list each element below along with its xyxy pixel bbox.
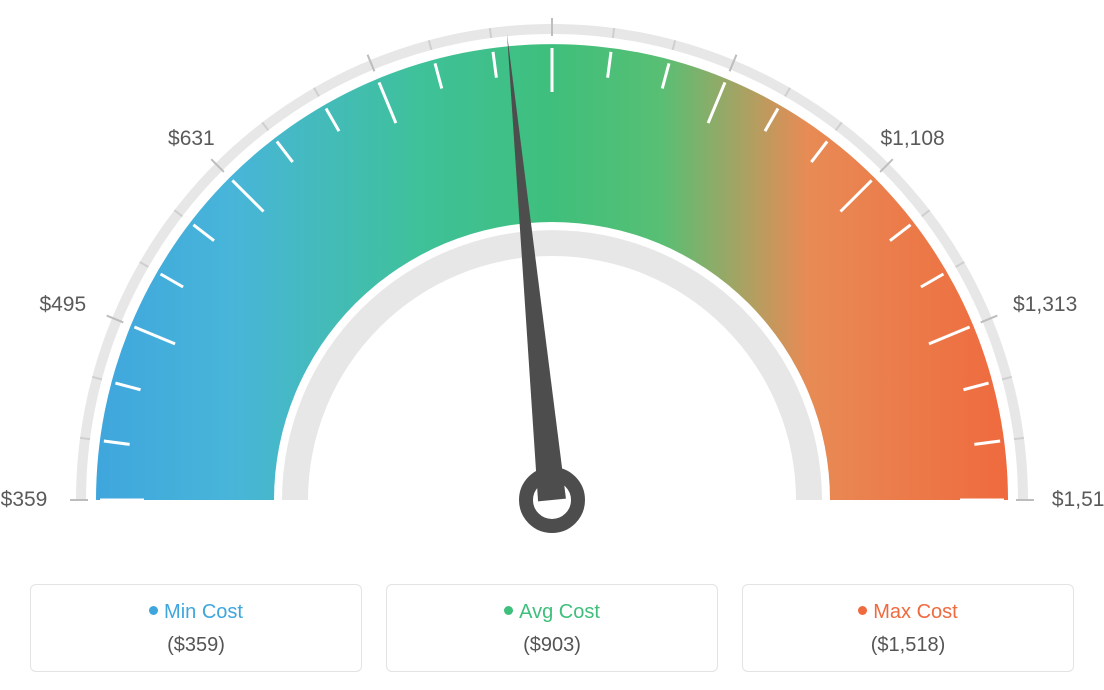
- gauge-tick-label: $1,313: [1013, 293, 1077, 317]
- legend-min-title: Min Cost: [41, 601, 351, 624]
- legend-max-title: Max Cost: [753, 601, 1063, 624]
- legend-min: Min Cost ($359): [30, 584, 362, 672]
- legend-min-label: Min Cost: [164, 601, 243, 623]
- dot-icon: [149, 606, 158, 615]
- cost-gauge-chart: $359$495$631$903$1,108$1,313$1,518 Min C…: [0, 0, 1104, 690]
- gauge-svg: [0, 0, 1104, 560]
- dot-icon: [858, 606, 867, 615]
- legend-max-value: ($1,518): [753, 634, 1063, 657]
- legend-row: Min Cost ($359) Avg Cost ($903) Max Cost…: [30, 584, 1074, 672]
- gauge-area: $359$495$631$903$1,108$1,313$1,518: [0, 0, 1104, 560]
- legend-avg-value: ($903): [397, 634, 707, 657]
- legend-avg-title: Avg Cost: [397, 601, 707, 624]
- gauge-tick-label: $1,108: [880, 127, 944, 151]
- legend-min-value: ($359): [41, 634, 351, 657]
- gauge-tick-label: $1,518: [1052, 488, 1104, 512]
- gauge-tick-label: $495: [39, 293, 86, 317]
- gauge-tick-label: $359: [1, 488, 48, 512]
- legend-max: Max Cost ($1,518): [742, 584, 1074, 672]
- dot-icon: [504, 606, 513, 615]
- gauge-tick-label: $631: [168, 127, 215, 151]
- legend-max-label: Max Cost: [873, 601, 957, 623]
- legend-avg-label: Avg Cost: [519, 601, 600, 623]
- legend-avg: Avg Cost ($903): [386, 584, 718, 672]
